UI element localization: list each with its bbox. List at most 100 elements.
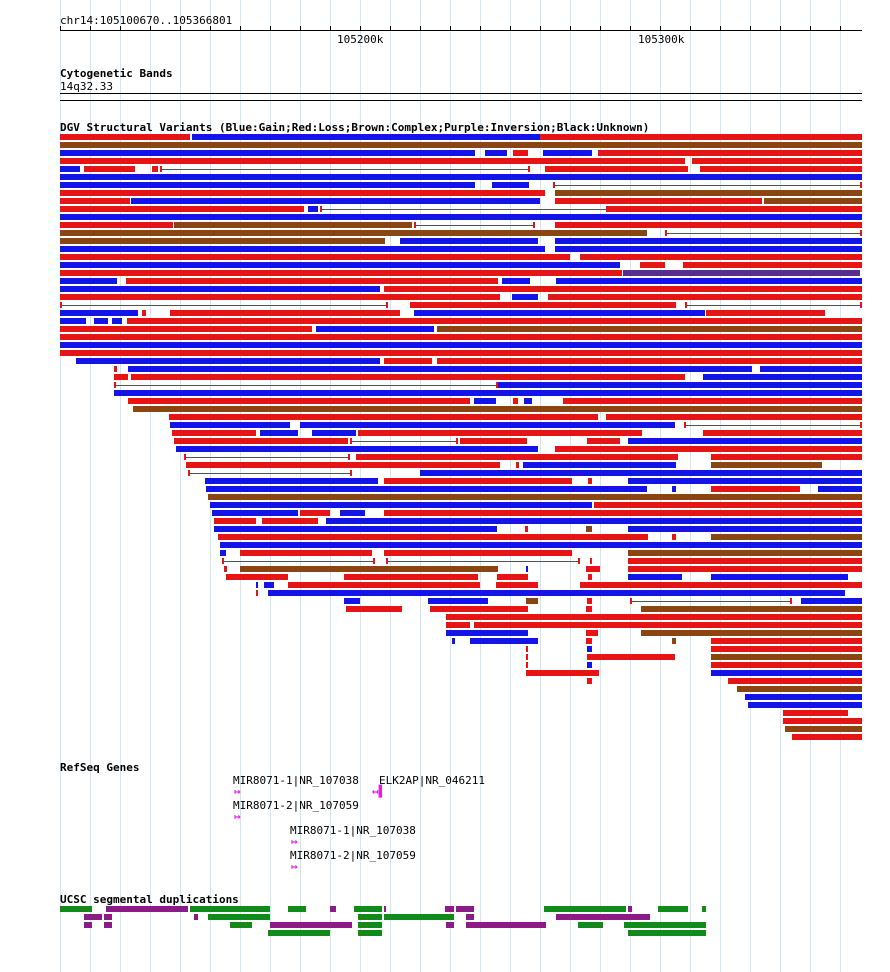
dgv-loss-bar[interactable] [60, 254, 570, 260]
dgv-complex-bar[interactable] [586, 526, 592, 532]
dgv-gain-bar[interactable] [628, 574, 682, 580]
dgv-loss-bar[interactable] [188, 470, 190, 476]
dgv-gain-bar[interactable] [212, 510, 298, 516]
refseq-track-title[interactable]: RefSeq Genes [60, 761, 140, 774]
dgv-loss-span[interactable] [350, 441, 458, 442]
dgv-complex-bar[interactable] [174, 222, 412, 228]
dgv-loss-bar[interactable] [60, 198, 130, 204]
dgv-gain-bar[interactable] [131, 198, 540, 204]
dgv-gain-bar[interactable] [587, 646, 592, 652]
segdup-green-bar[interactable] [268, 930, 330, 936]
dgv-loss-bar[interactable] [684, 422, 686, 428]
dgv-loss-bar[interactable] [630, 598, 632, 604]
dgv-loss-bar[interactable] [60, 302, 62, 308]
dgv-loss-bar[interactable] [446, 614, 862, 620]
dgv-loss-bar[interactable] [594, 502, 862, 508]
dgv-gain-bar[interactable] [60, 166, 80, 172]
dgv-gain-bar[interactable] [60, 278, 117, 284]
dgv-loss-bar[interactable] [384, 550, 572, 556]
dgv-loss-bar[interactable] [703, 430, 862, 436]
dgv-gain-bar[interactable] [512, 294, 538, 300]
dgv-loss-bar[interactable] [606, 206, 608, 212]
segdup-purple-bar[interactable] [84, 914, 102, 920]
dgv-complex-bar[interactable] [711, 534, 862, 540]
segdup-green-bar[interactable] [578, 922, 603, 928]
dgv-loss-bar[interactable] [860, 182, 862, 188]
dgv-loss-bar[interactable] [525, 526, 528, 532]
dgv-complex-bar[interactable] [555, 190, 862, 196]
dgv-gain-bar[interactable] [760, 366, 862, 372]
dgv-gain-bar[interactable] [492, 182, 529, 188]
dgv-gain-bar[interactable] [128, 366, 752, 372]
dgv-gain-bar[interactable] [628, 478, 862, 484]
dgv-loss-bar[interactable] [711, 638, 862, 644]
segdup-green-bar[interactable] [208, 914, 270, 920]
dgv-complex-bar[interactable] [526, 598, 538, 604]
dgv-gain-bar[interactable] [745, 694, 862, 700]
dgv-loss-bar[interactable] [184, 454, 186, 460]
segdup-purple-bar[interactable] [466, 922, 546, 928]
dgv-loss-bar[interactable] [540, 134, 862, 140]
dgv-gain-bar[interactable] [316, 326, 434, 332]
dgv-gain-bar[interactable] [748, 702, 862, 708]
dgv-loss-bar[interactable] [350, 470, 352, 476]
dgv-loss-bar[interactable] [60, 158, 685, 164]
dgv-gain-bar[interactable] [400, 238, 538, 244]
dgv-loss-bar[interactable] [60, 222, 173, 228]
gene-feature-plus[interactable]: ↦ [234, 785, 241, 798]
dgv-loss-span[interactable] [60, 305, 388, 306]
dgv-loss-span[interactable] [665, 233, 862, 234]
dgv-gain-bar[interactable] [502, 278, 530, 284]
dgv-loss-bar[interactable] [358, 430, 642, 436]
dgv-loss-bar[interactable] [526, 662, 528, 668]
dgv-gain-bar[interactable] [470, 638, 538, 644]
dgv-loss-bar[interactable] [226, 574, 288, 580]
segdup-green-bar[interactable] [624, 922, 706, 928]
dgv-gain-bar[interactable] [555, 238, 862, 244]
dgv-loss-bar[interactable] [580, 582, 862, 588]
segdup-green-bar[interactable] [384, 914, 454, 920]
dgv-loss-bar[interactable] [262, 518, 318, 524]
dgv-loss-bar[interactable] [555, 198, 762, 204]
dgv-complex-bar[interactable] [785, 726, 862, 732]
dgv-loss-bar[interactable] [300, 510, 330, 516]
segdup-purple-bar[interactable] [194, 914, 198, 920]
dgv-loss-bar[interactable] [563, 398, 862, 404]
dgv-loss-bar[interactable] [222, 558, 224, 564]
dgv-gain-bar[interactable] [485, 150, 507, 156]
dgv-gain-bar[interactable] [340, 510, 365, 516]
dgv-gain-bar[interactable] [703, 374, 862, 380]
dgv-loss-bar[interactable] [860, 230, 862, 236]
dgv-loss-bar[interactable] [437, 358, 862, 364]
dgv-complex-bar[interactable] [711, 462, 822, 468]
dgv-gain-bar[interactable] [587, 662, 592, 668]
dgv-loss-bar[interactable] [706, 310, 825, 316]
dgv-gain-bar[interactable] [94, 318, 108, 324]
dgv-loss-bar[interactable] [685, 302, 687, 308]
dgv-loss-bar[interactable] [640, 262, 665, 268]
dgv-gain-bar[interactable] [801, 598, 862, 604]
dgv-gain-bar[interactable] [312, 430, 356, 436]
dgv-gain-bar[interactable] [428, 598, 488, 604]
dgv-loss-bar[interactable] [711, 454, 862, 460]
dgv-loss-bar[interactable] [456, 438, 458, 444]
dgv-gain-bar[interactable] [474, 398, 496, 404]
dgv-loss-bar[interactable] [587, 678, 592, 684]
dgv-loss-span[interactable] [188, 473, 352, 474]
dgv-gain-bar[interactable] [112, 318, 122, 324]
dgv-loss-bar[interactable] [218, 534, 648, 540]
dgv-loss-span[interactable] [320, 209, 608, 210]
dgv-gain-bar[interactable] [60, 286, 380, 292]
segdup-purple-bar[interactable] [330, 906, 336, 912]
dgv-gain-bar[interactable] [176, 446, 538, 452]
dgv-loss-bar[interactable] [606, 414, 862, 420]
segdup-track-title[interactable]: UCSC segmental duplications [60, 893, 239, 906]
dgv-loss-bar[interactable] [588, 478, 592, 484]
dgv-loss-bar[interactable] [672, 534, 676, 540]
dgv-complex-bar[interactable] [737, 686, 862, 692]
dgv-gain-bar[interactable] [446, 630, 528, 636]
dgv-loss-bar[interactable] [356, 454, 678, 460]
dgv-gain-bar[interactable] [60, 262, 620, 268]
dgv-loss-bar[interactable] [586, 566, 600, 572]
